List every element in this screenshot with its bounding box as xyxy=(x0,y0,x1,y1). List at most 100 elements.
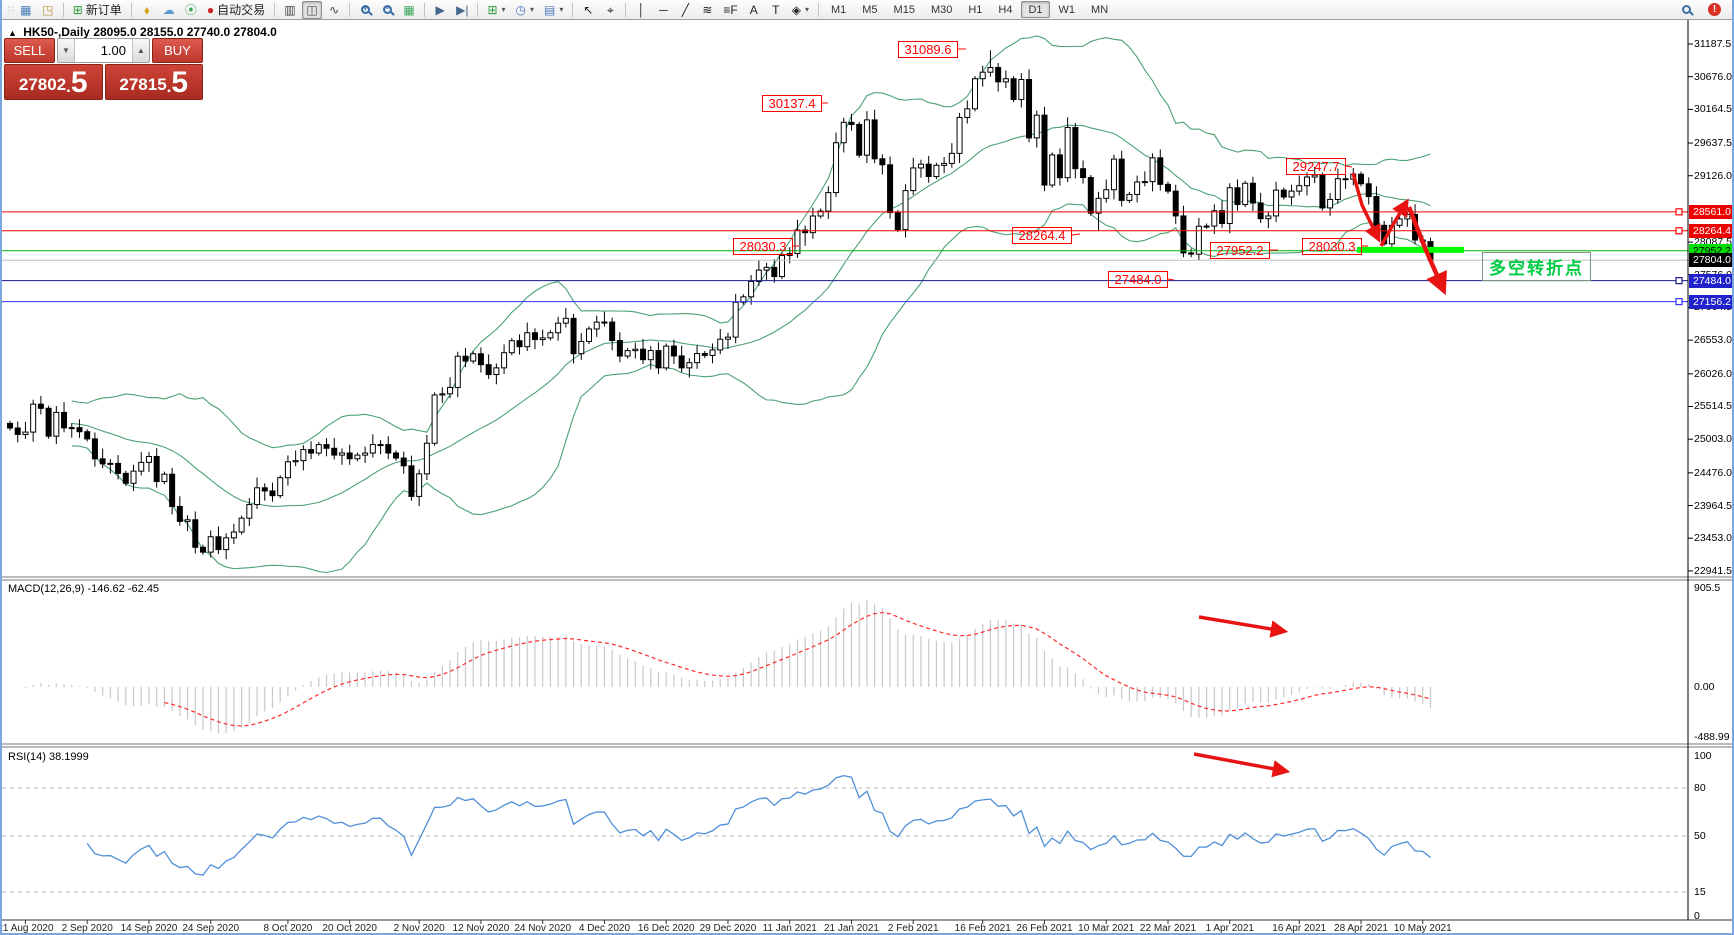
vertical-line-button[interactable]: │ xyxy=(631,1,651,19)
add-indicator-button[interactable]: ⊞ ▾ xyxy=(483,1,509,19)
macd-indicator-label: MACD(12,26,9) -146.62 -62.45 xyxy=(8,583,160,595)
candle-chart-type-button[interactable]: ◫ xyxy=(302,0,323,19)
time-axis-label: 2 Nov 2020 xyxy=(393,923,445,934)
autotrade-button[interactable]: ● 自动交易 xyxy=(203,1,269,19)
strategy-tester-button[interactable]: ▶ xyxy=(430,1,450,19)
time-axis-label: 21 Aug 2020 xyxy=(0,923,54,934)
candle-chart-type-icon: ◫ xyxy=(306,2,318,17)
data-window-button[interactable]: ◳ xyxy=(38,1,58,19)
volume-decrease-button[interactable]: ▼ xyxy=(58,39,75,62)
publish-cloud-button[interactable]: ☁ xyxy=(159,1,179,19)
rsi-indicator-label: RSI(14) 38.1999 xyxy=(8,751,89,763)
chevron-down-icon: ▾ xyxy=(559,5,564,14)
line-chart-type-icon: ∿ xyxy=(329,2,340,17)
tile-windows-button[interactable]: ▦ xyxy=(399,1,419,19)
alert-button[interactable]: ! xyxy=(1704,1,1725,19)
price-axis-badge: 27156.2 xyxy=(1689,294,1732,309)
zoom-in-button[interactable]: + xyxy=(355,1,375,19)
time-axis-label: 16 Dec 2020 xyxy=(637,923,695,934)
sell-button[interactable]: SELL xyxy=(4,38,55,63)
time-axis-label: 2 Sep 2020 xyxy=(61,923,113,934)
time-axis-label: 28 Apr 2021 xyxy=(1334,923,1388,934)
time-axis-label: 29 Dec 2020 xyxy=(699,923,757,934)
autotrade-button-label: 自动交易 xyxy=(217,3,266,17)
sell-price-panel[interactable]: 27802. 5 xyxy=(4,64,103,100)
line-chart-type-button[interactable]: ∿ xyxy=(324,1,344,19)
horizontal-line-icon: ─ xyxy=(659,2,668,17)
timeframe-h1-button[interactable]: H1 xyxy=(968,3,983,16)
time-axis-label: 14 Sep 2020 xyxy=(120,923,178,934)
trendline-icon: ╱ xyxy=(681,2,689,17)
time-axis-label: 2 Feb 2021 xyxy=(887,923,939,934)
sep8 xyxy=(625,2,627,17)
chart-symbol-period: HK50-,Daily xyxy=(23,25,90,39)
zoom-out-button[interactable]: − xyxy=(377,1,397,19)
timeframe-h4-button[interactable]: H4 xyxy=(998,3,1013,16)
time-axis-label: 16 Apr 2021 xyxy=(1272,923,1327,934)
buy-button[interactable]: BUY xyxy=(152,38,203,63)
step-forward-button[interactable]: ▶| xyxy=(452,1,472,19)
toolbar-grip[interactable]: ∷ xyxy=(8,4,14,14)
search-button[interactable] xyxy=(1676,1,1696,19)
add-indicator-icon: ⊞ xyxy=(487,2,498,17)
time-axis-label: 11 Jan 2021 xyxy=(762,923,817,934)
horizontal-line-button[interactable]: ─ xyxy=(653,1,673,19)
timeframe-m1-button[interactable]: M1 xyxy=(830,3,847,16)
time-axis-label: 8 Oct 2020 xyxy=(263,923,313,934)
volume-value[interactable]: 1.00 xyxy=(100,43,126,58)
sell-price-main: 27802 xyxy=(18,75,67,95)
bar-chart-type-button[interactable]: ▥ xyxy=(280,1,300,19)
price-annotation-label: 28030.3 xyxy=(733,238,793,255)
crosshair-button[interactable]: ⌖ xyxy=(600,1,620,19)
timeframe-d1-button[interactable]: D1 xyxy=(1021,1,1050,18)
price-annotation-label: 27484.0 xyxy=(1108,271,1168,288)
new-order-button[interactable]: ⊞ 新订单 xyxy=(69,1,126,19)
chevron-down-icon: ▾ xyxy=(804,5,809,14)
publish-cloud-icon: ☁ xyxy=(162,2,175,17)
buy-price-panel[interactable]: 27815. 5 xyxy=(104,64,203,100)
text-button[interactable]: A xyxy=(744,1,764,19)
timeframe-mn-button[interactable]: MN xyxy=(1091,3,1109,16)
chart-ohlc-values: 28095.0 28155.0 27740.0 27804.0 xyxy=(93,25,277,39)
data-window-icon: ◳ xyxy=(42,2,54,17)
price-axis-label: 25514.5 xyxy=(1694,400,1732,413)
buy-price-main: 27815 xyxy=(119,75,167,95)
cursor-button[interactable]: ↖ xyxy=(578,1,598,19)
timeframe-m30-button[interactable]: M30 xyxy=(930,3,953,16)
signals-button[interactable]: ⦿ xyxy=(181,1,201,19)
time-axis-label: 4 Dec 2020 xyxy=(578,923,631,934)
text-label-button[interactable]: T xyxy=(766,1,786,19)
period-button[interactable]: ◷ ▾ xyxy=(512,1,539,19)
time-axis-label: 10 Mar 2021 xyxy=(1078,923,1135,934)
chart-window-icon: ▦ xyxy=(20,2,32,17)
trendline-button[interactable]: ╱ xyxy=(675,1,695,19)
channel-icon: ≋ xyxy=(702,2,713,17)
collapse-panel-icon[interactable]: ▲ xyxy=(8,28,17,38)
macd-scale-label: -488.99 xyxy=(1694,731,1730,743)
fibonacci-button[interactable]: ≡F xyxy=(719,1,741,19)
timeframe-m15-button[interactable]: M15 xyxy=(893,3,915,16)
period-icon: ◷ xyxy=(515,2,527,17)
paint-bucket-button[interactable]: ⬧ xyxy=(137,1,157,19)
text-icon: A xyxy=(749,2,758,17)
timeframe-w1-button[interactable]: W1 xyxy=(1058,3,1076,16)
cursor-icon: ↖ xyxy=(583,2,594,17)
sep7 xyxy=(572,2,574,17)
price-axis-badge: 27484.0 xyxy=(1689,273,1732,288)
volume-increase-button[interactable]: ▲ xyxy=(132,39,149,62)
timeframe-m5-button[interactable]: M5 xyxy=(862,3,878,16)
channel-button[interactable]: ≋ xyxy=(697,1,717,19)
bar-chart-type-icon: ▥ xyxy=(284,2,296,17)
autotrade-icon: ● xyxy=(206,2,215,17)
rsi-scale-label: 0 xyxy=(1694,910,1700,922)
time-axis-label: 16 Feb 2021 xyxy=(954,923,1011,934)
arrows-tool-button[interactable]: ◈ ▾ xyxy=(788,1,813,19)
alert-icon: ! xyxy=(1708,3,1721,16)
template-button[interactable]: ▤ ▾ xyxy=(540,1,567,19)
sep9 xyxy=(817,2,819,17)
chart-window-button[interactable]: ▦ xyxy=(16,1,36,19)
time-axis-label: 24 Nov 2020 xyxy=(514,923,572,934)
price-axis-label: 25003.0 xyxy=(1694,433,1732,446)
